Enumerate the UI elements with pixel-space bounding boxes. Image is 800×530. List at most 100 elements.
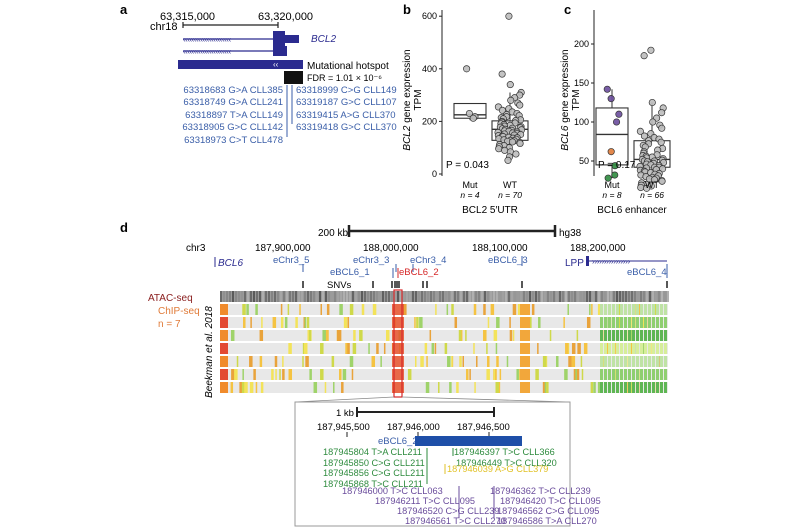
chip-peak <box>632 356 635 367</box>
chip-peak <box>392 369 404 380</box>
atac-signal <box>667 291 669 302</box>
chip-peak <box>616 382 619 393</box>
chip-peak <box>618 304 621 315</box>
atac-signal <box>250 291 252 302</box>
atac-signal <box>622 291 624 302</box>
chip-peak <box>342 369 347 380</box>
chip-peak <box>531 304 535 315</box>
chip-peak <box>519 369 521 380</box>
chip-peak <box>544 382 547 393</box>
atac-signal <box>310 291 312 302</box>
data-point <box>604 174 612 182</box>
data-point <box>658 124 666 132</box>
chip-peak <box>660 382 663 393</box>
chip-peak <box>546 382 549 393</box>
atac-signal <box>274 291 276 302</box>
atac-signal <box>523 291 525 302</box>
chip-peak <box>644 343 647 354</box>
chip-peak <box>624 343 627 354</box>
atac-signal <box>427 291 429 302</box>
scale-label-200kb: 200 kb <box>318 228 348 239</box>
chip-peak <box>632 343 635 354</box>
chip-peak <box>638 304 641 315</box>
zoom-connector-left <box>294 396 395 403</box>
chip-peak <box>600 343 603 354</box>
atac-signal <box>232 291 234 302</box>
chip-peak <box>583 343 588 354</box>
panel-b-ylabel: BCL2 gene expression <box>402 49 413 150</box>
zoom-enhancer-label: eBCL6_2 <box>378 436 418 447</box>
atac-signal <box>640 291 642 302</box>
chip-peak <box>282 356 284 367</box>
chip-peak <box>628 304 631 315</box>
chip-peak <box>415 356 417 367</box>
chip-peak <box>664 369 667 380</box>
chip-peak <box>664 330 667 341</box>
y-tick-label: 200 <box>422 116 437 126</box>
chip-peak <box>644 356 647 367</box>
atac-signal <box>634 291 636 302</box>
chip-peak <box>339 369 342 380</box>
chip-peak <box>616 317 619 328</box>
chip-peak <box>288 343 292 354</box>
panel-c-group-wt: WT <box>645 180 659 190</box>
atac-signal <box>403 291 405 302</box>
chip-peak <box>288 369 293 380</box>
chip-peak <box>302 356 304 367</box>
chip-peak <box>509 330 513 341</box>
atac-signal <box>253 291 255 302</box>
chip-peak <box>612 382 615 393</box>
chip-peak <box>368 343 370 354</box>
atac-signal <box>373 291 375 302</box>
chip-peak <box>628 343 631 354</box>
chip-peak <box>320 369 324 380</box>
atac-signal <box>607 291 609 302</box>
chip-peak <box>636 304 639 315</box>
chip-peak <box>608 317 611 328</box>
panel-c-label: c <box>564 2 571 17</box>
chip-peak <box>473 304 477 315</box>
data-point <box>512 150 520 158</box>
chip-peak <box>320 304 323 315</box>
chip-peak <box>577 343 581 354</box>
chip-peak <box>612 330 615 341</box>
chip-peak <box>487 317 490 328</box>
chip-peak <box>304 317 307 328</box>
atac-signal <box>595 291 597 302</box>
data-point <box>658 109 666 117</box>
chip-peak <box>628 356 631 367</box>
chip-peak <box>644 304 647 315</box>
data-point <box>607 95 615 103</box>
chip-peak <box>271 369 274 380</box>
atac-signal <box>514 291 516 302</box>
zoom-coord-2: 187,946,000 <box>387 422 440 433</box>
zoom-mutation: 187945856 C>G CLL211 <box>323 468 425 478</box>
zoom-enhancer-bar <box>415 436 522 446</box>
atac-signal <box>646 291 648 302</box>
enhancer-ebcl6-4: eBCL6_4 <box>627 267 667 278</box>
chip-peak <box>512 330 515 341</box>
enhancer-echr3-3: eChr3_3 <box>353 255 389 266</box>
chip-peak <box>345 343 348 354</box>
atac-signal <box>220 291 222 302</box>
atac-signal <box>277 291 279 302</box>
chip-peak <box>636 369 639 380</box>
chip-peak <box>632 369 635 380</box>
chip-track <box>220 343 668 354</box>
chip-peak <box>414 317 416 328</box>
chip-peak <box>648 304 651 315</box>
atac-signal <box>589 291 591 302</box>
chip-peak <box>640 304 643 315</box>
chip-peak <box>644 330 647 341</box>
zoom-mutation: 187946561 T>C CLL270 <box>405 516 506 526</box>
chip-peak <box>220 356 228 367</box>
chip-peak <box>284 317 288 328</box>
chip-peak <box>656 369 659 380</box>
chip-peak <box>571 343 576 354</box>
chip-peak <box>473 343 475 354</box>
panel-b-xtitle: BCL2 5′UTR <box>462 205 518 216</box>
atac-signal <box>451 291 453 302</box>
atac-signal <box>613 291 615 302</box>
data-point <box>504 156 512 164</box>
atac-signal <box>244 291 246 302</box>
